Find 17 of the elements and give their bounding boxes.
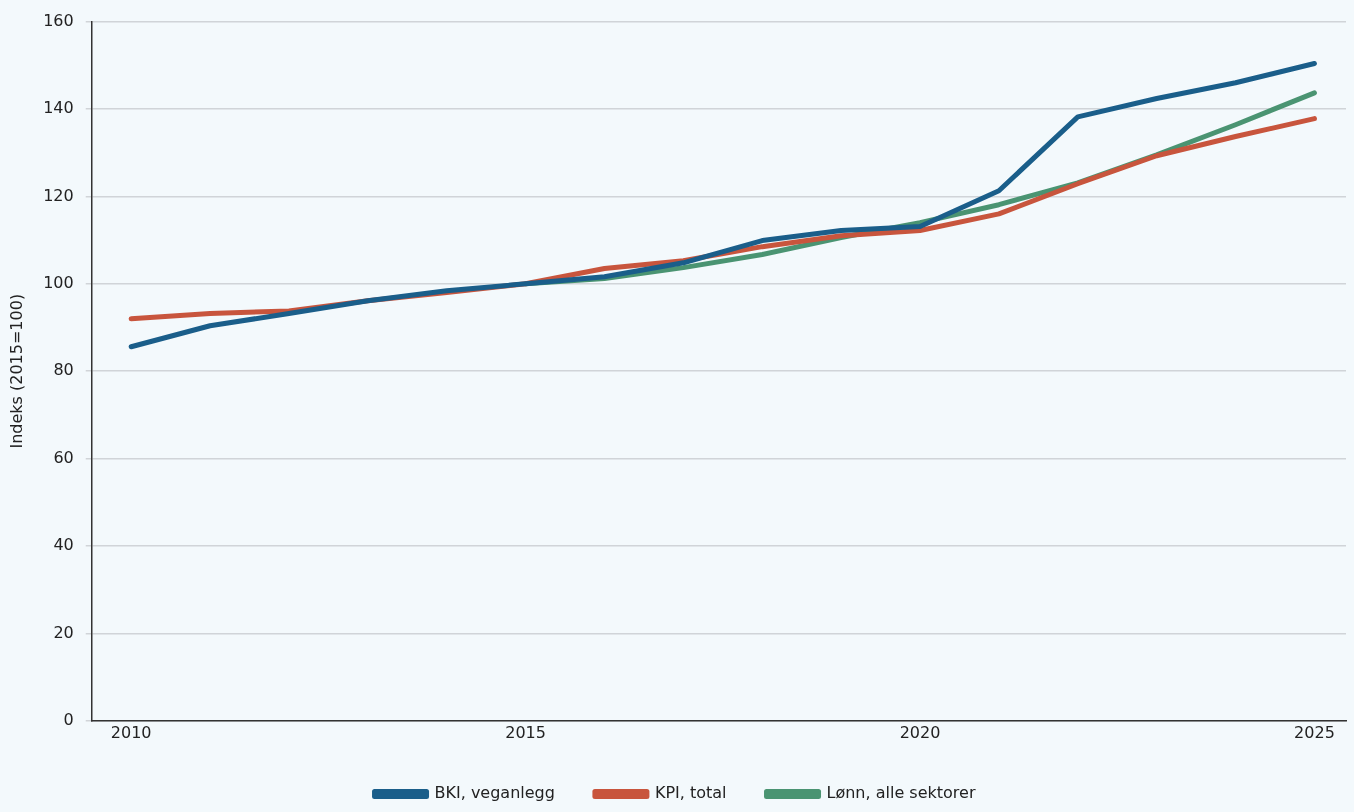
legend-label: KPI, total (654, 783, 727, 803)
x-tick-label: 2025 (1294, 722, 1335, 742)
y-tick-label: 20 (53, 622, 74, 642)
y-axis-title: Indeks (2015=100) (6, 293, 26, 449)
y-tick-label: 80 (53, 360, 74, 380)
legend-label: BKI, veganlegg (434, 783, 555, 803)
y-tick-label: 60 (53, 447, 74, 467)
y-tick-label: 140 (43, 98, 74, 118)
y-tick-label: 160 (43, 10, 74, 30)
y-tick-label: 0 (63, 709, 74, 729)
legend-label: Lønn, alle sektorer (826, 783, 976, 803)
y-tick-label: 120 (43, 185, 74, 205)
x-tick-label: 2010 (110, 722, 152, 742)
x-tick-label: 2015 (505, 722, 546, 742)
y-tick-label: 40 (53, 535, 74, 555)
y-tick-label: 100 (43, 272, 74, 292)
x-tick-label: 2020 (899, 722, 941, 742)
